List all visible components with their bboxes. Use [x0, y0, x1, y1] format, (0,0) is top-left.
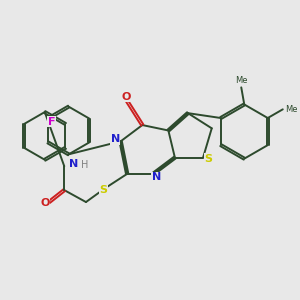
- Text: F: F: [48, 117, 55, 127]
- Text: O: O: [122, 92, 131, 102]
- Text: S: S: [99, 185, 107, 195]
- Text: N: N: [111, 134, 120, 144]
- Text: O: O: [40, 198, 50, 208]
- Text: S: S: [205, 154, 212, 164]
- Text: Me: Me: [285, 105, 297, 114]
- Text: N: N: [69, 159, 79, 169]
- Text: Me: Me: [235, 76, 247, 85]
- Text: H: H: [81, 160, 88, 170]
- Text: N: N: [152, 172, 161, 182]
